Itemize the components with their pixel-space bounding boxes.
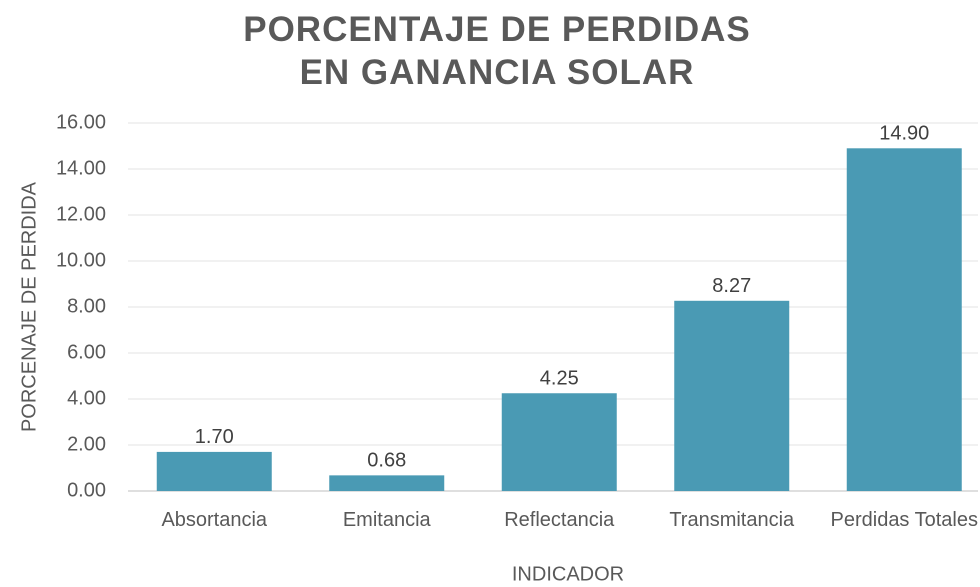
y-tick-label: 10.00: [56, 249, 106, 271]
value-label: 14.90: [879, 123, 929, 145]
value-label: 8.27: [712, 275, 751, 297]
y-tick-label: 4.00: [67, 387, 106, 409]
bar: [846, 148, 962, 492]
bar: [156, 451, 272, 491]
x-tick-label: Emitancia: [342, 509, 431, 531]
bar: [501, 393, 617, 491]
x-tick-label: Perdidas Totales: [830, 509, 979, 531]
y-tick-label: 14.00: [56, 157, 106, 179]
y-tick-label: 16.00: [56, 111, 106, 133]
bar: [674, 300, 790, 491]
x-tick-label: Absortancia: [161, 509, 268, 531]
x-tick-label: Reflectancia: [504, 509, 615, 531]
chart-title: PORCENTAJE DE PERDIDAS EN GANANCIA SOLAR: [243, 10, 751, 92]
x-axis-label: INDICADOR: [512, 563, 624, 585]
y-tick-label: 0.00: [67, 479, 106, 501]
x-tick-label: Transmitancia: [669, 509, 795, 531]
y-tick-label: 12.00: [56, 203, 106, 225]
value-label: 1.70: [195, 426, 234, 448]
y-axis-label: PORCENAJE DE PERDIDA: [18, 181, 40, 432]
bar: [329, 475, 445, 491]
value-label: 0.68: [367, 450, 406, 472]
y-tick-label: 6.00: [67, 341, 106, 363]
value-label: 4.25: [540, 368, 579, 390]
y-tick-label: 2.00: [67, 433, 106, 455]
y-tick-label: 8.00: [67, 295, 106, 317]
